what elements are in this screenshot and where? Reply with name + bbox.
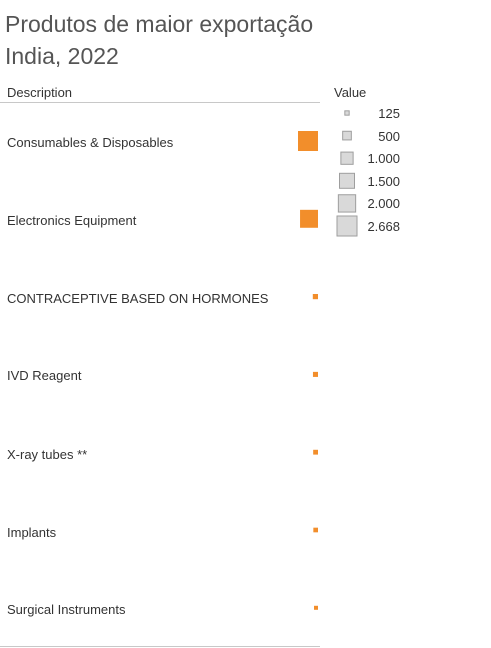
row-label: Consumables & Disposables (7, 135, 174, 150)
chart-title: Produtos de maior exportação India, 2022 (5, 11, 314, 69)
legend-label: 500 (378, 129, 400, 144)
value-square[interactable] (298, 131, 318, 151)
value-square[interactable] (314, 605, 318, 610)
legend-title: Value (334, 85, 367, 100)
column-header-description: Description (7, 85, 73, 100)
legend-label: 1.500 (367, 174, 400, 189)
legend-label: 2.000 (367, 196, 400, 211)
row-label: IVD Reagent (7, 368, 82, 383)
header-divider (0, 102, 320, 103)
row-label: Implants (7, 525, 57, 540)
value-square[interactable] (312, 371, 318, 377)
legend-label: 1.000 (367, 151, 400, 166)
legend-size-swatch (336, 215, 358, 237)
legend-label: 125 (378, 106, 400, 121)
value-square[interactable] (313, 449, 318, 455)
value-square[interactable] (312, 294, 318, 300)
footer-divider (0, 646, 320, 647)
row-label: X-ray tubes ** (7, 447, 88, 462)
value-square[interactable] (300, 209, 318, 228)
value-square[interactable] (313, 527, 318, 533)
row-label: Surgical Instruments (7, 602, 126, 617)
legend-size-swatch (340, 151, 354, 165)
row-label: Electronics Equipment (7, 213, 137, 228)
legend-size-swatch (339, 172, 355, 189)
row-label: CONTRACEPTIVE BASED ON HORMONES (7, 291, 269, 306)
legend-size-swatch (344, 110, 350, 116)
legend-size-swatch (337, 194, 357, 213)
legend-label: 2.668 (367, 219, 400, 234)
legend-size-swatch (342, 130, 352, 141)
